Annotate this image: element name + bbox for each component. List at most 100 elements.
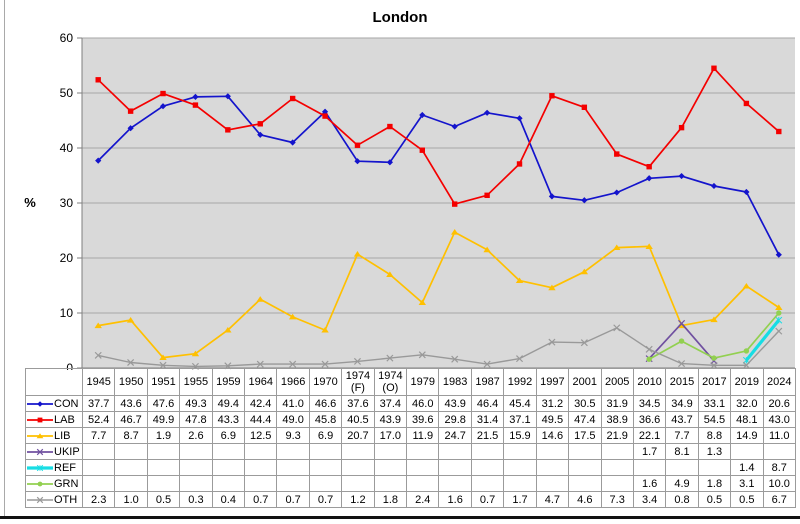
value-cell <box>373 443 408 460</box>
year-header-cell: 1987 <box>470 368 505 396</box>
diamond-marker-icon <box>419 111 426 119</box>
value-cell <box>568 475 602 492</box>
series-line-ref <box>745 319 781 362</box>
value-cell: 46.7 <box>114 411 148 428</box>
square-marker-icon <box>257 121 263 127</box>
series-name: LAB <box>54 413 75 426</box>
value-cell: 15.9 <box>503 427 537 444</box>
value-cell: 37.7 <box>81 395 116 412</box>
corner-cell <box>25 368 83 396</box>
value-cell: 1.4 <box>730 459 764 476</box>
value-cell <box>373 459 408 476</box>
legend-key: REF <box>27 461 82 475</box>
value-cell <box>438 459 472 476</box>
value-cell <box>406 459 440 476</box>
square-marker-icon <box>614 151 620 157</box>
value-cell <box>600 475 634 492</box>
x-marker-icon <box>94 351 102 359</box>
series-line-lab <box>97 67 780 205</box>
triangle-marker-icon <box>580 268 589 275</box>
value-cell <box>406 475 440 492</box>
value-cell: 0.5 <box>146 491 181 508</box>
series-name: OTH <box>54 493 78 506</box>
series-row-oth: OTH 2.3 1.0 0.5 0.3 0.4 0.7 0.7 0.7 1.2 1.8 2.4 1.6 0… <box>25 491 796 508</box>
square-marker-icon <box>37 417 43 422</box>
triangle-marker-icon <box>710 316 718 323</box>
value-cell: 54.5 <box>697 411 732 428</box>
value-cell: 49.5 <box>535 411 570 428</box>
diamond-marker-icon <box>127 125 134 132</box>
value-cell: 31.9 <box>600 395 634 412</box>
table-head: 1945 1950 1951 1955 1959 1964 1966 1970 1974 (F)… <box>25 368 796 396</box>
value-cell: 2.3 <box>81 491 116 508</box>
value-cell <box>406 443 440 460</box>
value-cell: 2.6 <box>179 427 213 444</box>
triangle-marker-icon <box>451 229 459 235</box>
value-cell: 33.1 <box>697 395 732 412</box>
value-cell <box>211 443 246 460</box>
legend-cell: OTH <box>25 491 83 508</box>
square-marker-icon <box>289 95 296 102</box>
series-row-ukip: UKIP 1.7 8.1 1.3 <box>25 443 796 460</box>
series-name: LIB <box>54 429 71 442</box>
value-cell <box>535 475 570 492</box>
triangle-marker-icon <box>94 322 102 329</box>
diamond-marker-icon <box>37 400 43 407</box>
x-marker-icon <box>678 319 686 327</box>
triangle-marker-icon <box>418 299 426 306</box>
value-cell <box>632 459 667 476</box>
diamond-marker-icon <box>159 103 167 110</box>
x-marker-icon <box>256 360 264 368</box>
value-cell: 49.0 <box>276 411 310 428</box>
value-cell: 49.3 <box>179 395 213 412</box>
value-cell: 46.0 <box>406 395 440 412</box>
value-cell <box>211 475 246 492</box>
value-cell: 4.6 <box>568 491 602 508</box>
value-cell: 20.6 <box>762 395 796 412</box>
square-marker-icon <box>516 161 523 167</box>
value-cell: 6.9 <box>308 427 343 444</box>
year-header-cell: 1955 <box>179 368 213 396</box>
value-cell <box>308 459 343 476</box>
legend-cell: GRN <box>25 475 83 492</box>
square-marker-icon <box>776 128 782 135</box>
year-header-cell: 1992 <box>503 368 537 396</box>
diamond-marker-icon <box>775 251 782 258</box>
value-cell <box>600 443 634 460</box>
value-cell <box>665 459 699 476</box>
x-marker-icon <box>775 327 783 335</box>
value-cell <box>600 459 634 476</box>
value-cell <box>211 459 246 476</box>
series-name: REF <box>54 461 76 474</box>
value-cell: 1.7 <box>503 491 537 508</box>
circle-marker-icon <box>776 310 782 316</box>
series-row-lib: LIB 7.7 8.7 1.9 2.6 6.9 12.5 9.3 6.9 20.7 17.0 11.9… <box>25 427 796 444</box>
triangle-marker-icon <box>191 350 200 357</box>
value-cell <box>341 475 375 492</box>
diamond-marker-icon <box>678 172 685 180</box>
value-cell: 37.6 <box>341 395 375 412</box>
year-header-cell: 1964 <box>244 368 278 396</box>
diamond-marker-icon <box>354 158 361 165</box>
legend-key: UKIP <box>27 445 82 459</box>
year-header-cell: 2017 <box>697 368 732 396</box>
y-tick-label: 20 <box>60 251 74 265</box>
x-marker-icon <box>224 362 232 370</box>
series-name: UKIP <box>54 445 80 458</box>
year-header-cell: 1970 <box>308 368 343 396</box>
series-name: GRN <box>54 477 79 490</box>
value-cell <box>503 475 537 492</box>
value-cell: 7.7 <box>665 427 699 444</box>
legend-key: OTH <box>27 493 82 507</box>
year-header-cell: 2005 <box>600 368 634 396</box>
triangle-marker-icon <box>483 246 491 253</box>
circle-marker-icon <box>678 338 685 344</box>
value-cell: 43.9 <box>373 411 408 428</box>
value-cell: 52.4 <box>81 411 116 428</box>
value-cell <box>568 443 602 460</box>
value-cell <box>438 443 472 460</box>
value-cell: 48.1 <box>730 411 764 428</box>
x-marker-icon <box>483 360 491 368</box>
x-marker-icon <box>613 324 621 332</box>
legend-cell: CON <box>25 395 83 412</box>
